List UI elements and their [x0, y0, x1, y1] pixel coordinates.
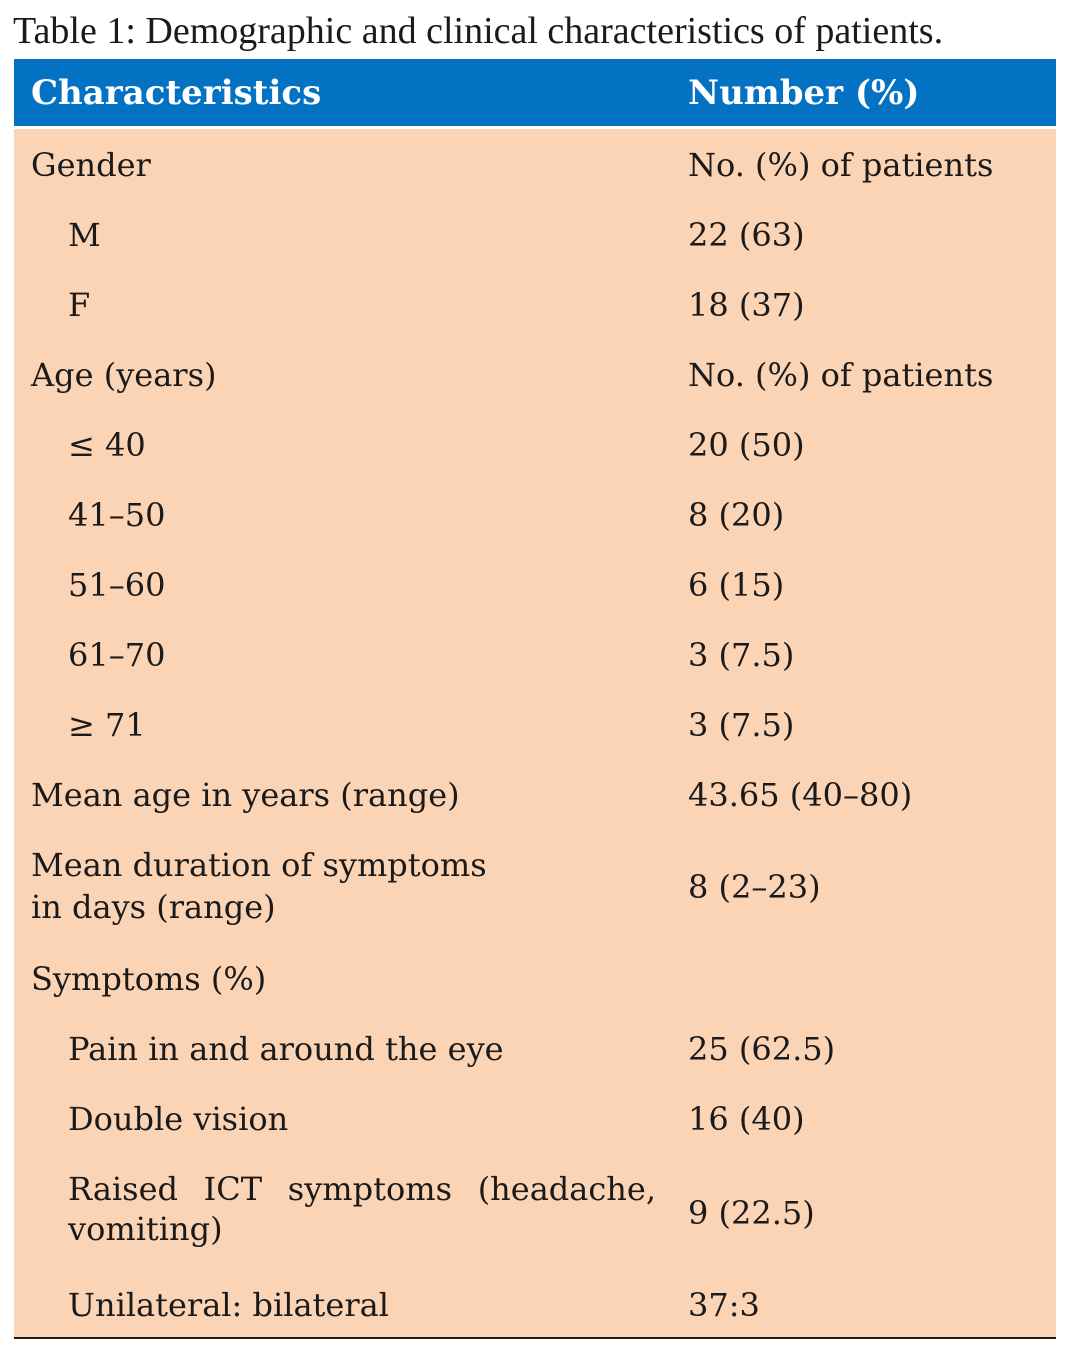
row-label: ≥ 71: [68, 706, 146, 744]
header-divider: [14, 126, 1056, 129]
row-label: M: [68, 216, 101, 254]
row-label: Age (years): [31, 356, 217, 394]
row-label: Raised ICT symptoms (headache, vomiting): [68, 1170, 656, 1248]
row-label: 51–60: [68, 566, 166, 604]
row-label: ≤ 40: [68, 426, 146, 464]
row-value: 25 (62.5): [688, 1030, 836, 1068]
row-value: 37:3: [688, 1286, 760, 1324]
row-label: Unilateral: bilateral: [68, 1286, 389, 1324]
row-value: No. (%) of patients: [688, 146, 994, 184]
row-value: 18 (37): [688, 286, 805, 324]
row-value: 43.65 (40–80): [688, 776, 913, 814]
row-value: No. (%) of patients: [688, 356, 994, 394]
row-value: 6 (15): [688, 566, 785, 604]
row-label: Symptoms (%): [31, 960, 267, 998]
row-label: Gender: [31, 146, 151, 184]
header-characteristics: Characteristics: [31, 73, 322, 113]
row-label: Double vision: [68, 1100, 289, 1138]
row-value: 8 (20): [688, 496, 785, 534]
row-value: 9 (22.5): [688, 1194, 815, 1232]
row-value: 22 (63): [688, 216, 805, 254]
row-value: 3 (7.5): [688, 636, 795, 674]
row-value: 8 (2–23): [688, 868, 821, 906]
row-label-line2: in days (range): [31, 888, 276, 926]
row-label: 41–50: [68, 496, 166, 534]
table-caption: Table 1: Demographic and clinical charac…: [13, 10, 944, 52]
header-number-percent: Number (%): [688, 73, 920, 113]
characteristics-table: Characteristics Number (%) Gender No. (%…: [14, 59, 1056, 1339]
row-value: 3 (7.5): [688, 706, 795, 744]
row-label: Pain in and around the eye: [68, 1030, 504, 1068]
row-label-line1: Mean duration of symptoms: [31, 846, 487, 884]
row-value: 16 (40): [688, 1100, 805, 1138]
row-label: Mean age in years (range): [31, 776, 460, 814]
table-header: Characteristics Number (%): [14, 59, 1056, 126]
row-label: F: [68, 286, 91, 324]
row-value: 20 (50): [688, 426, 805, 464]
row-label: 61–70: [68, 636, 166, 674]
